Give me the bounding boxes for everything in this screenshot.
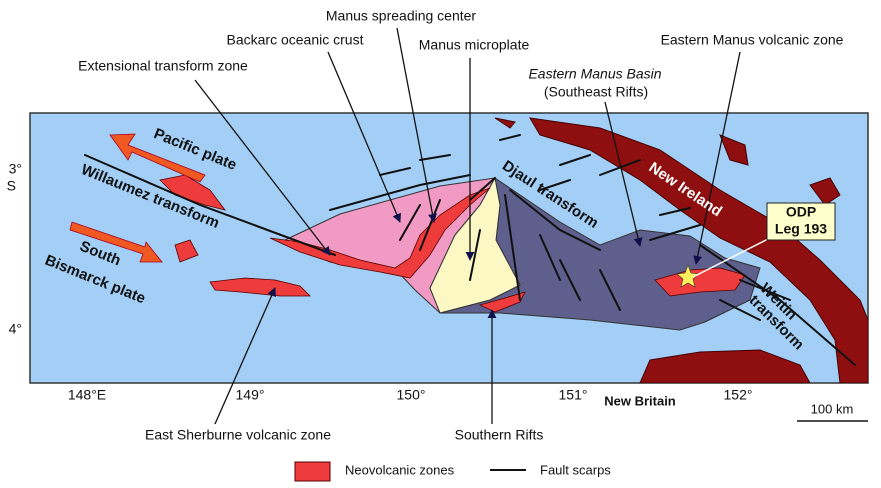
- map-body: [69, 117, 868, 383]
- callout-lines: [194, 27, 741, 425]
- fault-scarps: [84, 134, 856, 366]
- callout-label: Manus spreading center: [326, 8, 477, 24]
- callout-line: [327, 51, 401, 223]
- callout-line: [396, 27, 437, 223]
- plate-arrow: [109, 133, 206, 183]
- odp-box: [766, 202, 836, 241]
- odp-label: ODP: [786, 204, 816, 220]
- legend-label: Fault scarps: [540, 462, 611, 477]
- callout-label: Southern Rifts: [455, 427, 544, 443]
- callout-line: [693, 51, 741, 265]
- new-ireland: [529, 117, 868, 383]
- islands: [494, 117, 841, 206]
- callout-label: Backarc oceanic crust: [227, 32, 364, 48]
- new-britain: [639, 349, 811, 383]
- odp-leader: [692, 237, 771, 278]
- longitude-label: 152°: [724, 387, 753, 403]
- scale-label: 100 km: [811, 401, 854, 416]
- longitude-label: 149°: [236, 387, 265, 403]
- latitude-label: 4°: [9, 321, 22, 337]
- odp-star: [676, 264, 700, 288]
- latitude-label: S: [7, 178, 16, 194]
- callout-line: [604, 101, 643, 247]
- latitude-label: 3°: [9, 161, 22, 177]
- callout-label: Eastern Manus volcanic zone: [661, 32, 844, 48]
- legend-swatch: [294, 461, 331, 482]
- callout-label: Eastern Manus Basin: [528, 66, 661, 82]
- legend-label: Neovolcanic zones: [345, 462, 455, 477]
- callout-label: Extensional transform zone: [78, 58, 248, 74]
- manus-microplate: [429, 176, 521, 314]
- longitude-label: 150°: [397, 387, 426, 403]
- callout-line: [194, 79, 331, 256]
- callout-label: (Southeast Rifts): [544, 84, 648, 100]
- island-label: New Britain: [604, 393, 676, 408]
- longitude-label: 151°: [559, 387, 588, 403]
- odp-label: Leg 193: [775, 221, 827, 237]
- plate-arrow: [69, 221, 163, 263]
- callout-label: East Sherburne volcanic zone: [145, 427, 331, 443]
- callout-line: [214, 287, 276, 425]
- callout-label: Manus microplate: [419, 37, 530, 53]
- longitude-label: 148°E: [68, 387, 106, 403]
